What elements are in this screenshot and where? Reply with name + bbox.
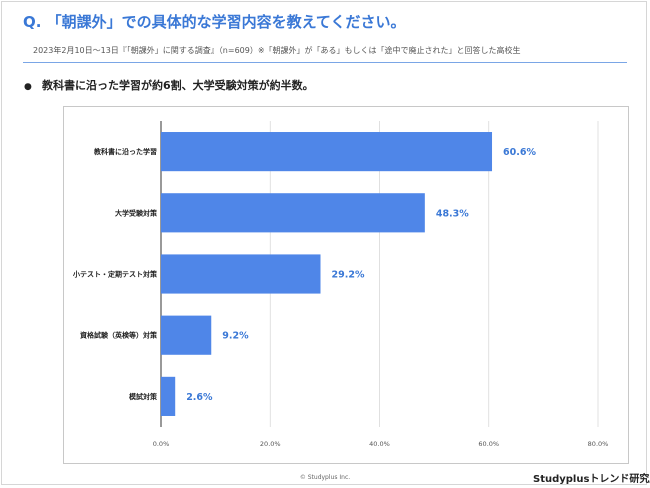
value-label: 9.2% xyxy=(222,331,249,342)
summary-point: ● 教科書に沿った学習が約6割、大学受験対策が約半数。 xyxy=(24,77,314,93)
chart-bars xyxy=(161,132,493,416)
x-tick-label: 60.0% xyxy=(478,440,499,448)
chart-labels: 0.0% 20.0% 40.0% 60.0% 80.0% 教科書に沿った学習 60.6% 大学… xyxy=(72,147,608,448)
bar-chart: 0.0% 20.0% 40.0% 60.0% 80.0% 教科書に沿った学習 60.6% 大学… xyxy=(72,121,608,448)
bar xyxy=(161,132,493,172)
x-tick-label: 80.0% xyxy=(588,440,609,448)
value-label: 29.2% xyxy=(332,270,365,281)
value-label: 60.6% xyxy=(503,147,536,158)
value-label: 48.3% xyxy=(436,208,469,219)
bar xyxy=(161,376,176,416)
category-label: 資格試験（英検等）対策 xyxy=(80,331,158,340)
x-tick-label: 0.0% xyxy=(153,440,170,448)
bar xyxy=(161,315,212,355)
x-tick-label: 20.0% xyxy=(260,440,281,448)
survey-note: 2023年2月10日〜13日『「朝課外」に関する調査』（n=609）※「朝課外」… xyxy=(33,46,521,55)
value-label: 2.6% xyxy=(186,392,213,403)
x-tick-label: 40.0% xyxy=(369,440,390,448)
category-label: 小テスト・定期テスト対策 xyxy=(72,270,158,279)
copyright-text: © Studyplus Inc. xyxy=(299,474,351,481)
category-label: 大学受験対策 xyxy=(115,208,158,217)
bar xyxy=(161,193,425,233)
category-label: 教科書に沿った学習 xyxy=(93,147,157,156)
bar xyxy=(161,254,321,294)
title-divider xyxy=(23,62,627,63)
summary-text: 教科書に沿った学習が約6割、大学受験対策が約半数。 xyxy=(42,79,314,92)
bullet-icon: ● xyxy=(24,82,32,92)
page-title: Q. 「朝課外」での具体的な学習内容を教えてください。 xyxy=(23,13,406,31)
chart-panel: 0.0% 20.0% 40.0% 60.0% 80.0% 教科書に沿った学習 60.6% 大学… xyxy=(63,106,629,464)
brand-logo-text: Studyplusトレンド研究所 xyxy=(533,474,650,485)
category-label: 模試対策 xyxy=(129,392,158,401)
